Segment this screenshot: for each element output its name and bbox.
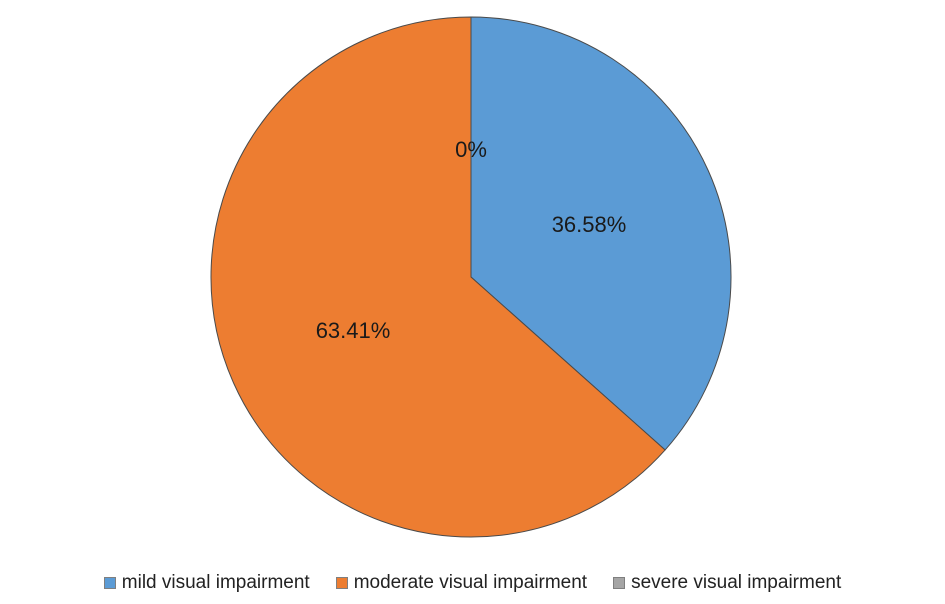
pie-slices — [210, 16, 732, 538]
legend-swatch-severe — [613, 577, 626, 589]
legend-label-severe: severe visual impairment — [631, 572, 842, 593]
pie-data-labels: 36.58% 0% 63.41% — [316, 137, 627, 343]
legend-swatch-mild — [103, 577, 116, 589]
pie-chart: 36.58% 0% 63.41% — [210, 16, 732, 538]
legend-label-moderate: moderate visual impairment — [353, 572, 588, 593]
legend-label-mild: mild visual impairment — [121, 572, 310, 593]
data-label-mild: 36.58% — [552, 212, 627, 237]
data-label-moderate: 63.41% — [316, 318, 391, 343]
pie-slice-mild — [470, 16, 732, 451]
chart-legend: mild visual impairment moderate visual i… — [0, 566, 945, 600]
legend-item-mild: mild visual impairment — [103, 572, 310, 594]
legend-swatch-moderate — [335, 577, 348, 589]
legend-item-severe: severe visual impairment — [613, 572, 841, 594]
legend-item-moderate: moderate visual impairment — [335, 572, 588, 594]
data-label-severe: 0% — [455, 137, 487, 162]
pie-slice-moderate — [210, 16, 666, 538]
